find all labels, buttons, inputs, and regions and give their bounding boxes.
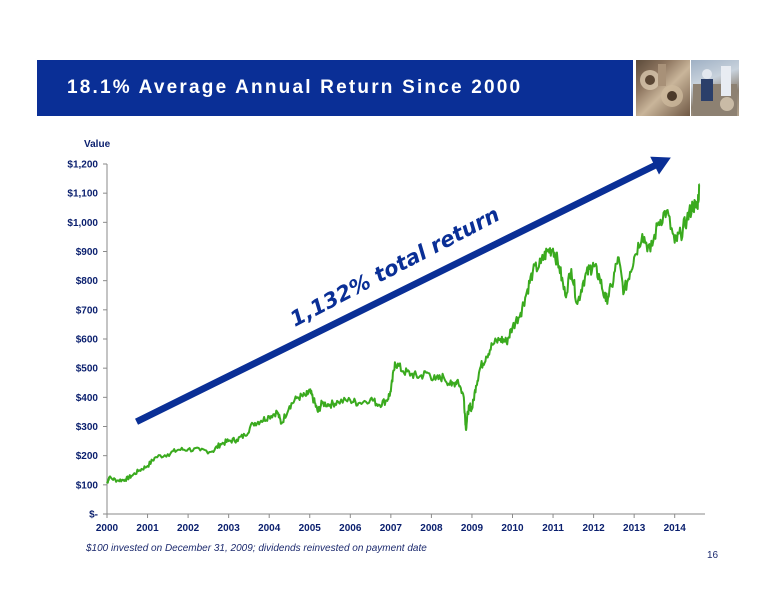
arrow-shape	[133, 155, 674, 427]
worker-photo-art	[693, 66, 737, 116]
x-tick-label: 2003	[218, 523, 241, 534]
y-tick-label: $200	[76, 451, 99, 462]
x-tick-label: 2006	[339, 523, 362, 534]
x-tick-label: 2013	[623, 523, 646, 534]
x-tick-label: 2001	[136, 523, 159, 534]
total-return-annotation: 1,132% total return	[286, 202, 503, 331]
series-line	[106, 183, 701, 484]
x-tick-label: 2005	[299, 523, 322, 534]
y-tick-label: $800	[76, 276, 99, 287]
y-tick-label: $-	[89, 510, 98, 521]
slide-title: 18.1% Average Annual Return Since 2000	[67, 77, 523, 98]
x-tick-label: 2010	[501, 523, 524, 534]
y-axis-label: Value	[84, 139, 111, 150]
y-tick-label: $1,200	[67, 160, 98, 171]
y-tick-label: $400	[76, 393, 99, 404]
y-tick-label: $300	[76, 422, 99, 433]
y-tick-label: $600	[76, 335, 99, 346]
y-tick-label: $1,100	[67, 189, 98, 200]
x-tick-label: 2007	[380, 523, 403, 534]
y-tick-label: $900	[76, 247, 99, 258]
pipes-photo-art	[640, 64, 683, 107]
y-tick-label: $700	[76, 305, 99, 316]
x-tick-label: 2008	[420, 523, 443, 534]
y-tick-label: $100	[76, 480, 99, 491]
page-number: 16	[707, 550, 719, 561]
y-tick-label: $1,000	[67, 218, 98, 229]
x-tick-label: 2011	[542, 523, 564, 534]
x-tick-label: 2009	[461, 523, 484, 534]
title-banner: 18.1% Average Annual Return Since 2000	[37, 60, 633, 116]
x-axis-ticks: 2000 2001 2002 2003 2004 2005 2006 2007 2008 2009…	[96, 514, 686, 534]
worker-plant-photo	[691, 60, 739, 116]
x-tick-label: 2002	[177, 523, 200, 534]
x-tick-label: 2014	[664, 523, 687, 534]
industrial-pipes-photo	[636, 60, 690, 116]
y-tick-label: $500	[76, 364, 99, 375]
x-tick-label: 2004	[258, 523, 281, 534]
y-axis-ticks: $- $100 $200 $300 $400 $500 $600 $700 $800 $900 $1…	[67, 160, 107, 521]
x-tick-label: 2000	[96, 523, 119, 534]
footnote: $100 invested on December 31, 2009; divi…	[86, 543, 427, 554]
x-tick-label: 2012	[582, 523, 605, 534]
total-return-arrow	[133, 155, 674, 427]
